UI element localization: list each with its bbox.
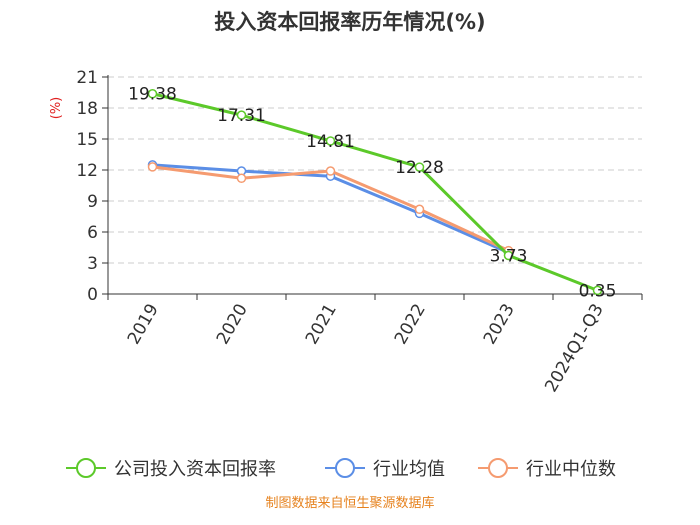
y-tick-label: 6 <box>87 223 98 243</box>
legend-item[interactable]: 行业均值 <box>325 458 445 480</box>
x-axis: 2019 2020 2021 2022 2023 2024Q1-Q3 <box>107 293 643 396</box>
chart-title: 投入资本回报率历年情况(%) <box>214 10 485 34</box>
x-tick-label: 2024Q1-Q3 <box>541 301 608 396</box>
y-tick-label: 15 <box>76 130 98 150</box>
data-label: 0.35 <box>579 281 617 301</box>
legend-marker <box>76 458 96 478</box>
data-point <box>325 166 336 176</box>
y-tick-label: 9 <box>87 192 98 212</box>
y-axis-label: (%) <box>49 97 64 120</box>
data-labels: 19.38 17.31 14.81 12.28 3.73 0.35 <box>128 85 616 302</box>
data-point <box>147 88 158 99</box>
y-tick-label: 3 <box>87 254 98 274</box>
data-label: 3.73 <box>490 246 528 266</box>
data-point <box>325 136 336 146</box>
data-label: 17.31 <box>217 106 266 126</box>
x-tick-label: 2023 <box>480 301 519 348</box>
data-point <box>236 173 247 184</box>
legend-label: 行业中位数 <box>526 459 616 480</box>
y-tick-label: 12 <box>76 161 98 181</box>
legend-label: 公司投入资本回报率 <box>114 459 276 480</box>
footer-source: 制图数据来自恒生聚源数据库 <box>265 495 434 511</box>
legend-marker <box>488 458 508 478</box>
data-point <box>503 250 514 261</box>
data-point <box>414 204 425 215</box>
data-point <box>236 110 247 120</box>
x-tick-label: 2020 <box>213 301 252 348</box>
legend-marker <box>335 458 355 478</box>
data-label: 19.38 <box>128 85 177 105</box>
y-tick-label: 21 <box>76 68 98 88</box>
series-group <box>147 88 603 296</box>
y-tick-label: 0 <box>87 285 98 305</box>
legend: 公司投入资本回报率 行业均值 行业中位数 <box>66 458 616 480</box>
legend-item[interactable]: 行业中位数 <box>478 458 616 480</box>
data-label: 12.28 <box>395 158 444 178</box>
legend-item[interactable]: 公司投入资本回报率 <box>66 458 276 480</box>
y-axis: 0 3 6 9 12 15 18 21 <box>76 68 109 305</box>
legend-label: 行业均值 <box>373 459 445 480</box>
grid <box>108 76 642 264</box>
x-tick-label: 2022 <box>391 301 430 348</box>
data-label: 14.81 <box>306 132 355 152</box>
series-line-0 <box>152 92 599 292</box>
data-point <box>414 162 425 172</box>
y-tick-label: 18 <box>76 99 98 119</box>
x-tick-label: 2021 <box>302 301 341 348</box>
x-tick-label: 2019 <box>124 301 163 348</box>
data-point <box>147 162 158 172</box>
data-point <box>592 285 603 296</box>
